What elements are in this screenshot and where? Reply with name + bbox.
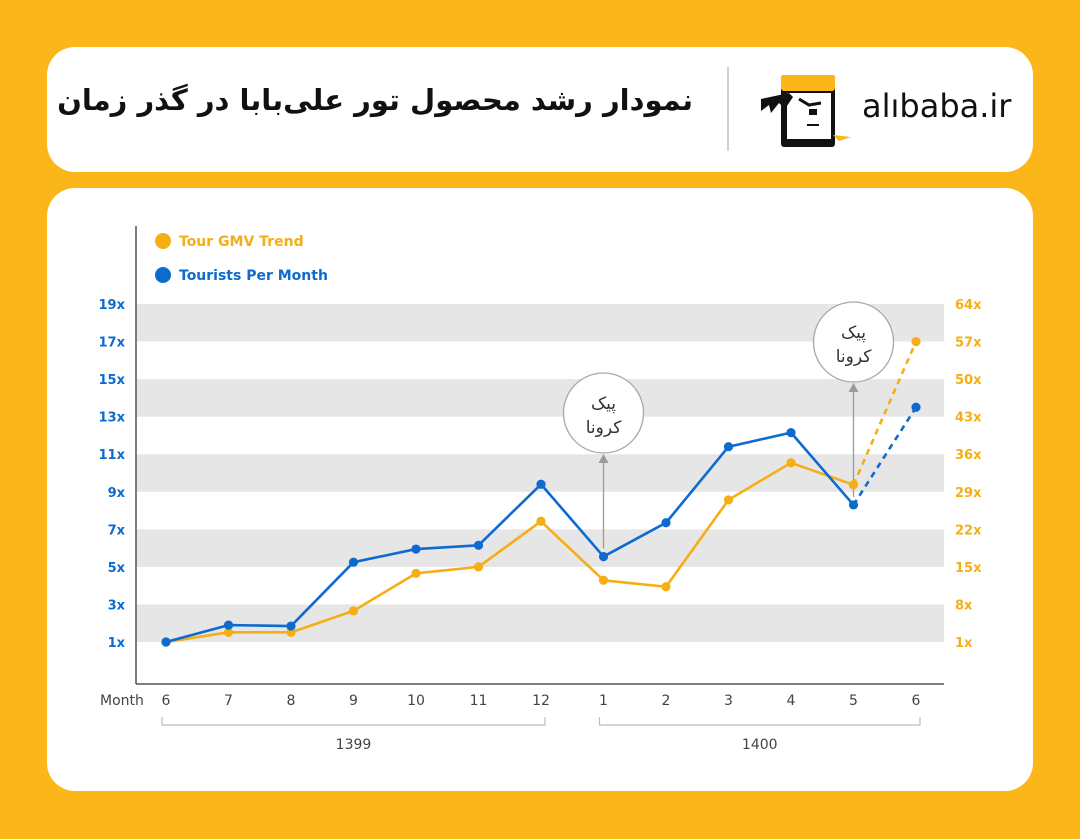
data-point	[348, 606, 359, 616]
left-tick-label: 19x	[99, 298, 126, 313]
year-bracket	[161, 717, 546, 726]
data-point	[411, 544, 421, 554]
series-forecast-line	[852, 341, 918, 486]
header-card: نمودار رشد محصول تور علی‌بابا در گذر زما…	[47, 47, 1033, 172]
x-axis-title: Month	[100, 693, 144, 709]
left-tick-label: 3x	[108, 598, 126, 613]
right-tick-label: 64x	[955, 298, 982, 313]
legend-marker-icon	[155, 267, 171, 283]
left-tick-label: 15x	[99, 373, 126, 388]
x-tick-label: 10	[407, 693, 425, 709]
annotation-text-line2: کرونا	[836, 347, 873, 367]
series-lines	[161, 336, 921, 647]
x-tick-label: 11	[470, 693, 488, 709]
line-chart: 1x 3x 5x 7x 9x 11x 13x 15x 17x 19x 1x 8x 15x 22x 29x 3…	[99, 226, 982, 753]
annotation-text-line1: پیک	[591, 394, 616, 414]
right-tick-label: 22x	[955, 523, 982, 538]
data-point	[848, 480, 859, 490]
x-tick-label: 1	[599, 693, 608, 709]
data-point	[911, 402, 921, 412]
left-tick-label: 13x	[99, 411, 126, 426]
x-tick-label: 3	[724, 693, 733, 709]
legend-marker-icon	[155, 233, 171, 249]
data-point	[848, 500, 859, 510]
grid-band	[136, 304, 944, 342]
left-tick-label: 7x	[108, 523, 126, 538]
right-tick-label: 57x	[955, 336, 982, 351]
x-tick-label: 7	[224, 693, 233, 709]
annotation-arrowhead	[848, 383, 859, 392]
data-point	[911, 336, 921, 347]
header-divider	[727, 67, 729, 151]
annotations: پیک کرونا پیک کرونا	[562, 301, 895, 549]
annotation-bubble	[562, 372, 645, 454]
chart-axes	[135, 226, 944, 685]
x-tick-label: 6	[162, 693, 171, 709]
legend-label: Tourists Per Month	[179, 268, 328, 284]
right-tick-label: 15x	[955, 561, 982, 576]
right-tick-label: 1x	[955, 636, 973, 651]
annotation-text-line1: پیک	[841, 323, 866, 343]
left-tick-label: 5x	[108, 561, 126, 576]
x-tick-label: 2	[662, 693, 671, 709]
grid-band	[136, 529, 944, 567]
alibaba-logo-icon	[761, 75, 851, 147]
right-tick-label: 36x	[955, 448, 982, 463]
annotation-arrowhead	[598, 454, 609, 463]
data-point	[786, 428, 796, 438]
year-bracket	[598, 717, 921, 726]
annotation-bubble	[812, 301, 895, 383]
data-point	[661, 582, 671, 592]
year-label: 1399	[336, 737, 372, 753]
data-point	[473, 540, 484, 550]
right-tick-label: 50x	[955, 373, 982, 388]
year-label: 1400	[742, 737, 778, 753]
chart-card: 1x 3x 5x 7x 9x 11x 13x 15x 17x 19x 1x 8x 15x 22x 29x 3…	[47, 188, 1033, 791]
x-tick-label: 12	[532, 693, 550, 709]
series-forecast-line	[852, 406, 918, 506]
x-tick-label: 6	[912, 693, 921, 709]
data-point	[473, 562, 484, 572]
x-tick-label: 4	[787, 693, 796, 709]
page-title: نمودار رشد محصول تور علی‌بابا در گذر زما…	[57, 83, 693, 117]
data-point	[786, 458, 796, 468]
right-axis-ticks: 1x 8x 15x 22x 29x 36x 43x 50x 57x 64x	[955, 298, 982, 651]
grid-band	[136, 604, 944, 642]
data-point	[161, 637, 171, 647]
data-point	[723, 495, 734, 505]
left-tick-label: 9x	[108, 486, 126, 501]
brand-name: alıbaba.ir	[862, 87, 1012, 125]
data-point	[536, 479, 546, 489]
data-point	[411, 568, 421, 578]
grid-bands	[136, 304, 944, 642]
x-tick-label: 9	[349, 693, 358, 709]
x-tick-label: 5	[849, 693, 858, 709]
left-tick-label: 11x	[99, 448, 126, 463]
data-point	[536, 516, 546, 526]
data-point	[598, 551, 609, 562]
grid-band	[136, 379, 944, 417]
left-axis-ticks: 1x 3x 5x 7x 9x 11x 13x 15x 17x 19x	[99, 298, 126, 651]
legend-label: Tour GMV Trend	[179, 234, 304, 250]
right-tick-label: 43x	[955, 411, 982, 426]
data-point	[723, 442, 734, 452]
right-tick-label: 29x	[955, 486, 982, 501]
data-point	[598, 575, 609, 585]
data-point	[661, 518, 671, 528]
data-point	[348, 557, 359, 567]
right-tick-label: 8x	[955, 598, 973, 613]
data-point	[286, 621, 296, 631]
left-tick-label: 1x	[108, 636, 126, 651]
series-line	[165, 431, 855, 644]
data-point	[223, 627, 234, 637]
series-line	[165, 461, 854, 644]
data-point	[223, 620, 234, 630]
chart-legend: Tour GMV Trend Tourists Per Month	[155, 233, 328, 284]
left-tick-label: 17x	[99, 336, 126, 351]
annotation-text-line2: کرونا	[586, 418, 623, 438]
data-point	[286, 627, 296, 637]
x-tick-label: 8	[287, 693, 296, 709]
